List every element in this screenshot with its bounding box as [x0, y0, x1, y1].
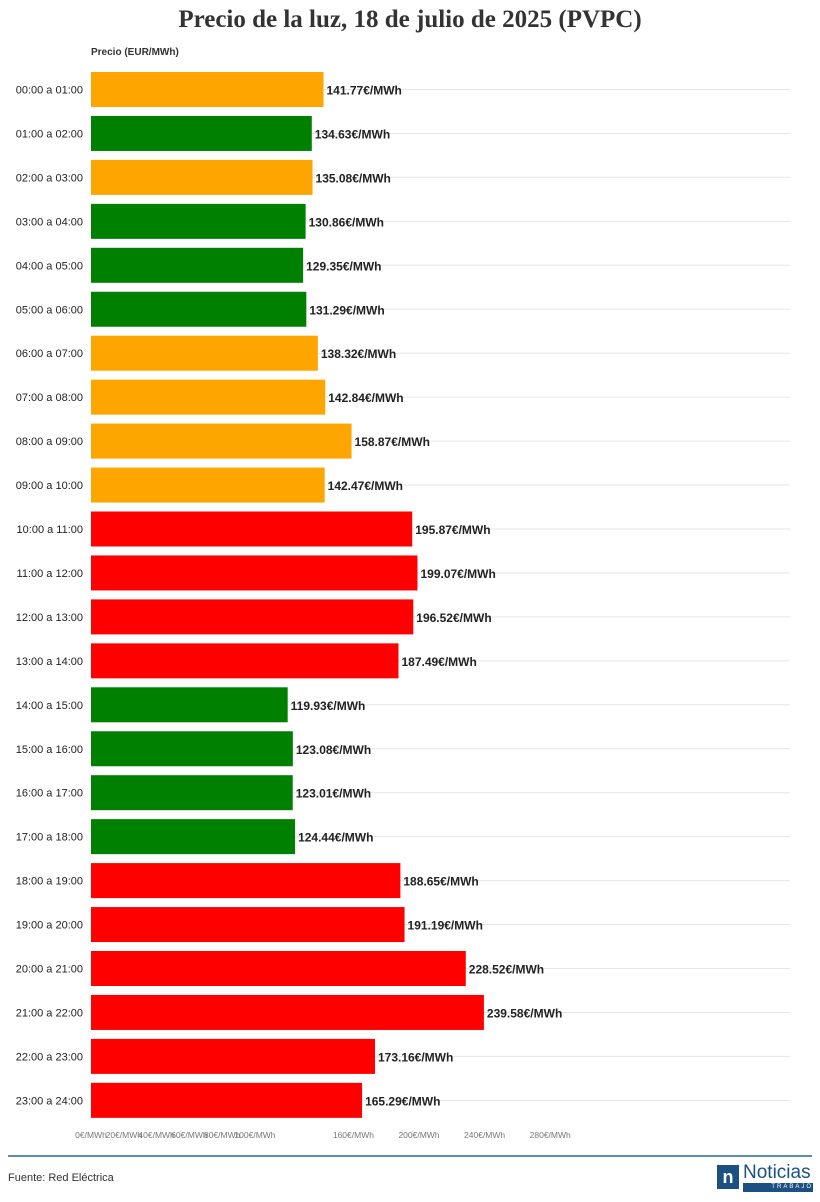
- value-label: 129.35€/MWh: [306, 259, 381, 273]
- category-label: 09:00 a 10:00: [16, 480, 83, 492]
- category-label: 18:00 a 19:00: [16, 876, 83, 888]
- value-label: 135.08€/MWh: [316, 171, 391, 185]
- x-tick-label: 280€/MWh: [530, 1130, 571, 1140]
- bar: [91, 511, 413, 547]
- value-label: 228.52€/MWh: [469, 963, 544, 977]
- x-tick-label: 100€/MWh: [234, 1130, 275, 1140]
- bar: [91, 643, 399, 679]
- logo-name: Noticias: [743, 1162, 811, 1183]
- category-label: 14:00 a 15:00: [16, 700, 83, 712]
- category-label: 16:00 a 17:00: [16, 788, 83, 800]
- category-label: 06:00 a 07:00: [16, 348, 83, 360]
- bar: [91, 863, 401, 899]
- bar: [91, 819, 296, 855]
- value-label: 195.87€/MWh: [415, 523, 490, 537]
- x-tick-label: 240€/MWh: [464, 1130, 505, 1140]
- bar: [91, 1082, 363, 1118]
- bar: [91, 731, 293, 767]
- value-label: 123.01€/MWh: [296, 787, 371, 801]
- category-label: 08:00 a 09:00: [16, 436, 83, 448]
- category-label: 03:00 a 04:00: [16, 216, 83, 228]
- category-label: 19:00 a 20:00: [16, 920, 83, 932]
- category-label: 07:00 a 08:00: [16, 392, 83, 404]
- bar: [91, 203, 306, 239]
- x-tick-label: 40€/MWh: [138, 1130, 175, 1140]
- category-label: 10:00 a 11:00: [17, 524, 83, 536]
- category-label: 01:00 a 02:00: [16, 128, 83, 140]
- category-label: 22:00 a 23:00: [16, 1051, 83, 1063]
- bar: [91, 291, 307, 327]
- category-label: 05:00 a 06:00: [16, 304, 83, 316]
- source-note: Fuente: Red Eléctrica: [8, 1172, 114, 1184]
- value-label: 131.29€/MWh: [309, 303, 384, 317]
- value-label: 165.29€/MWh: [365, 1094, 440, 1108]
- bar: [91, 159, 313, 195]
- value-label: 173.16€/MWh: [378, 1050, 453, 1064]
- value-label: 130.86€/MWh: [309, 215, 384, 229]
- noticias-trabajo-logo: n Noticias TRABAJO: [717, 1162, 813, 1192]
- category-label: 20:00 a 21:00: [16, 964, 83, 976]
- value-label: 196.52€/MWh: [416, 611, 491, 625]
- category-label: 12:00 a 13:00: [16, 612, 83, 624]
- category-label: 21:00 a 22:00: [16, 1007, 83, 1019]
- value-label: 188.65€/MWh: [403, 875, 478, 889]
- bar: [91, 1038, 375, 1074]
- bar-chart: 00:00 a 01:00 141.77€/MWh 01:00 a 02:00 134…: [16, 72, 790, 1140]
- bar: [91, 951, 466, 986]
- x-tick-label: 0€/MWh: [75, 1130, 107, 1140]
- value-label: 142.47€/MWh: [328, 479, 403, 493]
- logo-mark: n: [717, 1165, 739, 1189]
- x-tick-label: 160€/MWh: [333, 1130, 374, 1140]
- chart-title: Precio de la luz, 18 de julio de 2025 (P…: [178, 6, 642, 33]
- x-tick-label: 60€/MWh: [171, 1130, 208, 1140]
- bar: [91, 555, 418, 591]
- bar: [91, 599, 414, 635]
- value-label: 142.84€/MWh: [328, 391, 403, 405]
- bar: [91, 467, 325, 503]
- bar: [91, 115, 312, 151]
- x-tick-label: 200€/MWh: [398, 1130, 439, 1140]
- category-label: 17:00 a 18:00: [16, 832, 83, 844]
- category-label: 23:00 a 24:00: [16, 1095, 83, 1107]
- value-label: 191.19€/MWh: [408, 919, 483, 933]
- value-label: 123.08€/MWh: [296, 743, 371, 757]
- value-label: 187.49€/MWh: [401, 655, 476, 669]
- bar: [91, 423, 352, 459]
- logo-subtitle: TRABAJO: [743, 1183, 813, 1192]
- bar: [91, 247, 304, 283]
- value-label: 124.44€/MWh: [298, 831, 373, 845]
- category-label: 13:00 a 14:00: [16, 656, 83, 668]
- value-label: 119.93€/MWh: [291, 699, 366, 713]
- value-label: 141.77€/MWh: [327, 84, 402, 98]
- footer-divider: [8, 1155, 812, 1157]
- bar: [91, 379, 326, 415]
- category-label: 11:00 a 12:00: [17, 568, 83, 580]
- category-label: 04:00 a 05:00: [16, 260, 83, 272]
- category-label: 15:00 a 16:00: [16, 744, 83, 756]
- x-tick-label: 80€/MWh: [204, 1130, 241, 1140]
- bar: [91, 335, 318, 371]
- axis-label: Precio (EUR/MWh): [91, 47, 179, 58]
- value-label: 199.07€/MWh: [420, 567, 495, 581]
- value-label: 158.87€/MWh: [355, 435, 430, 449]
- category-label: 00:00 a 01:00: [16, 85, 83, 97]
- bar: [91, 72, 324, 107]
- bar: [91, 907, 405, 943]
- value-label: 239.58€/MWh: [487, 1006, 562, 1020]
- x-tick-label: 20€/MWh: [106, 1130, 143, 1140]
- bar: [91, 775, 293, 811]
- value-label: 138.32€/MWh: [321, 347, 396, 361]
- bar: [91, 687, 288, 723]
- bar: [91, 994, 484, 1030]
- category-label: 02:00 a 03:00: [16, 172, 83, 184]
- value-label: 134.63€/MWh: [315, 127, 390, 141]
